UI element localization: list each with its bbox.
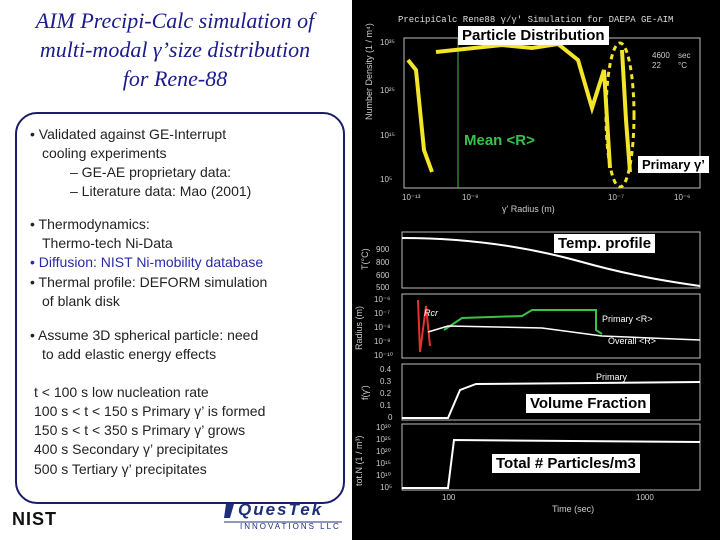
timeline-item-1: t < 100 s low nucleation rate xyxy=(34,384,209,400)
timeline-item-2: 100 s < t < 150 s Primary γ’ is formed xyxy=(34,403,266,419)
tot-ytick-4: 10¹⁵ xyxy=(376,459,391,468)
sim-time-value: 4600 xyxy=(652,51,670,60)
total-particles-label: Total # Particles/m3 xyxy=(492,454,640,473)
bullet-thermal-profile: • Thermal profile: DEFORM simulation xyxy=(30,274,268,290)
top-ylabel: Number Density (1 / m⁴) xyxy=(364,23,374,120)
timeline-item-5: 500 s Tertiary γ’ precipitates xyxy=(34,461,207,477)
title-line-2: multi-modal γ’size distribution xyxy=(39,37,311,62)
questek-subtitle: INNOVATIONS LLC xyxy=(240,522,341,531)
bullet-validated-cont: cooling experiments xyxy=(42,145,167,161)
title-line-3: for Rene-88 xyxy=(122,66,228,91)
tot-xlabel: Time (sec) xyxy=(552,504,594,514)
bullet-validated: • Validated against GE-Interrupt xyxy=(30,126,227,142)
primary-gamma-ellipse xyxy=(604,41,636,189)
timeline-item-3: 150 s < t < 350 s Primary γ’ grows xyxy=(34,422,246,438)
particle-distribution-label: Particle Distribution xyxy=(458,26,609,45)
simulation-figure: PrecipiCalc Rene88 γ/γ' Simulation for D… xyxy=(352,0,720,540)
bullet-spherical: • Assume 3D spherical particle: need xyxy=(30,327,259,343)
overall-radius-label: Overall <R> xyxy=(608,336,656,346)
radius-ytick-1: 10⁻⁶ xyxy=(374,295,390,304)
tot-ytick-6: 10⁵ xyxy=(380,483,392,492)
sub-bullet-ge-ae: – GE-AE proprietary data: xyxy=(70,164,232,180)
vf-ytick-1: 0.4 xyxy=(380,365,392,374)
tot-ytick-5: 10¹⁰ xyxy=(376,471,391,480)
vf-ytick-2: 0.3 xyxy=(380,377,392,386)
tot-ytick-1: 10³⁰ xyxy=(376,423,391,432)
tot-curve xyxy=(402,438,701,489)
vf-plot-frame xyxy=(401,363,701,421)
rcr-curve xyxy=(417,299,431,353)
sim-temp-unit: °C xyxy=(678,61,687,70)
top-xtick-2: 10⁻⁹ xyxy=(462,193,479,202)
temp-ytick-2: 800 xyxy=(376,258,390,267)
top-ytick-1: 10³⁵ xyxy=(380,38,395,47)
top-ytick-4: 10⁵ xyxy=(380,175,392,184)
top-ytick-3: 10¹⁵ xyxy=(380,131,395,140)
tot-xtick-1: 100 xyxy=(442,493,456,502)
temp-profile-label: Temp. profile xyxy=(554,234,656,253)
tot-ylabel: tot.N (1 / m³) xyxy=(354,435,364,486)
bullet-thermal-profile-cont: of blank disk xyxy=(42,293,120,309)
primary-radius-label: Primary <R> xyxy=(602,314,653,324)
bullet-diffusion: • Diffusion: NIST Ni-mobility database xyxy=(30,254,264,270)
radius-ytick-3: 10⁻⁸ xyxy=(374,323,391,332)
bullet-thermodynamics: • Thermodynamics: xyxy=(30,216,150,232)
bullet-panel xyxy=(15,112,345,504)
questek-name: QuesTek xyxy=(238,500,324,519)
radius-ytick-5: 10⁻¹⁰ xyxy=(374,351,393,360)
sim-temp-value: 22 xyxy=(652,61,661,70)
radius-ytick-2: 10⁻⁷ xyxy=(374,309,390,318)
questek-mark-icon xyxy=(224,504,342,523)
overall-radius-curve xyxy=(427,325,701,341)
tot-ytick-2: 10²⁵ xyxy=(376,435,391,444)
rcr-label: Rcr xyxy=(424,308,439,318)
primary-radius-curve xyxy=(443,309,603,335)
vf-curve xyxy=(402,381,701,419)
distribution-curve xyxy=(406,41,632,173)
radius-ytick-4: 10⁻⁹ xyxy=(374,337,391,346)
top-ytick-2: 10²⁵ xyxy=(380,86,395,95)
temp-ytick-4: 500 xyxy=(376,283,390,292)
mean-radius-label: Mean <R> xyxy=(464,132,535,149)
top-xtick-3: 10⁻⁷ xyxy=(608,193,624,202)
timeline-item-4: 400 s Secondary γ’ precipitates xyxy=(34,441,229,457)
temp-ylabel: T(°C) xyxy=(360,248,370,270)
sub-bullet-literature: – Literature data: Mao (2001) xyxy=(70,183,252,199)
nist-logo: NIST xyxy=(12,509,58,529)
top-xtick-1: 10⁻¹³ xyxy=(402,193,421,202)
title-line-1: AIM Precipi-Calc simulation of xyxy=(35,8,315,33)
top-xlabel: γ' Radius (m) xyxy=(502,204,555,214)
temp-plot-frame xyxy=(401,231,701,289)
temp-ytick-3: 600 xyxy=(376,271,390,280)
bullet-spherical-cont: to add elastic energy effects xyxy=(42,346,217,362)
top-xtick-4: 10⁻⁶ xyxy=(674,193,690,202)
primary-gamma-label: Primary γ’ xyxy=(638,156,709,173)
vf-primary-label: Primary xyxy=(596,372,627,382)
slide-title: AIM Precipi-Calc simulation of multi-mod… xyxy=(0,6,350,93)
figure-drawing: PrecipiCalc Rene88 γ/γ' Simulation for D… xyxy=(354,15,701,514)
radius-ylabel: Radius (m) xyxy=(354,306,364,350)
temp-curve xyxy=(401,237,701,287)
vf-ytick-5: 0 xyxy=(388,413,393,422)
bullet-thermodynamics-cont: Thermo-tech Ni-Data xyxy=(42,235,173,251)
tot-ytick-3: 10²⁰ xyxy=(376,447,391,456)
figure-header: PrecipiCalc Rene88 γ/γ' Simulation for D… xyxy=(398,15,673,25)
volume-fraction-label: Volume Fraction xyxy=(526,394,651,413)
vf-ylabel: f(γ') xyxy=(360,385,370,400)
vf-ytick-3: 0.2 xyxy=(380,389,392,398)
tot-xtick-2: 1000 xyxy=(636,493,654,502)
radius-plot-frame xyxy=(401,293,701,359)
vf-ytick-4: 0.1 xyxy=(380,401,392,410)
sim-time-unit: sec xyxy=(678,51,690,60)
temp-ytick-1: 900 xyxy=(376,245,390,254)
questek-logo: QuesTek INNOVATIONS LLC xyxy=(222,500,344,536)
tot-plot-frame xyxy=(401,423,701,491)
